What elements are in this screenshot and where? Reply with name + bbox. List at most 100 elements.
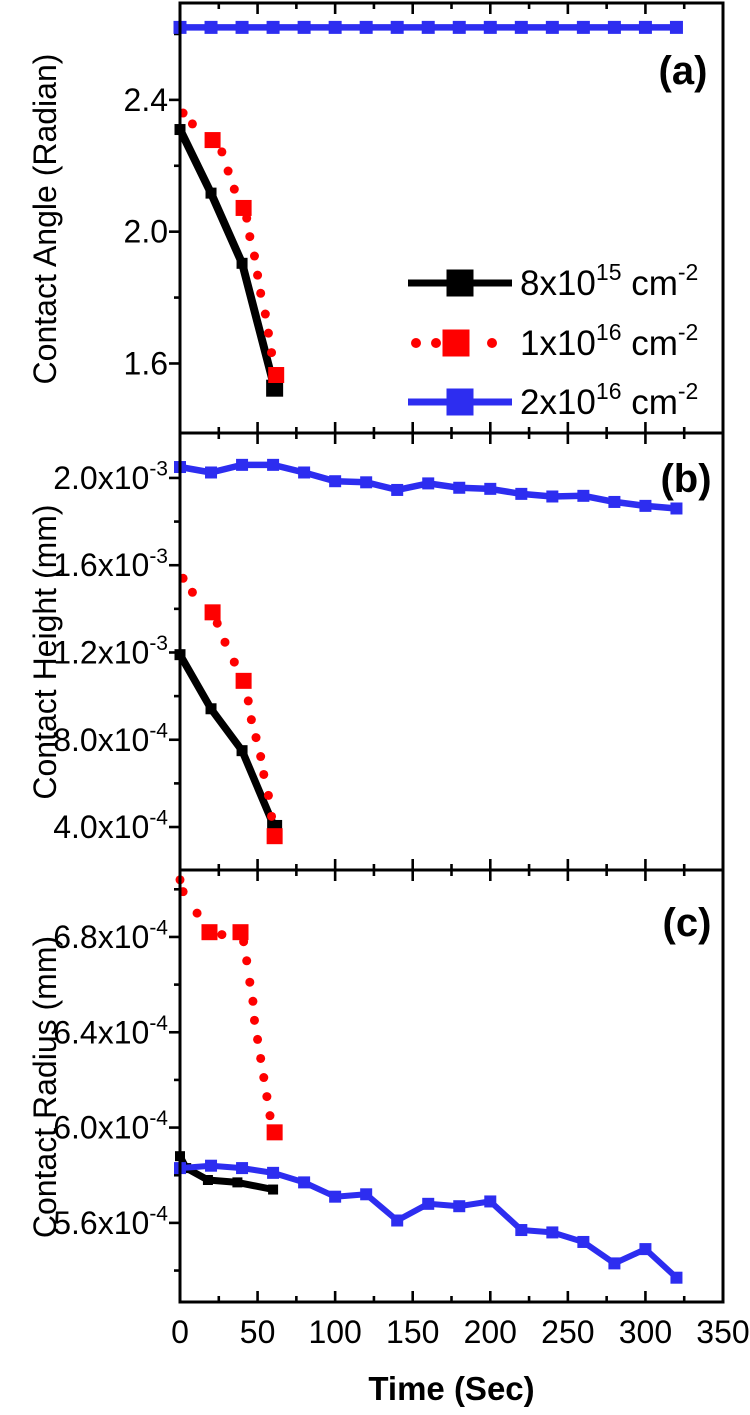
dot-marker	[245, 232, 255, 242]
square-marker	[268, 1184, 279, 1195]
dot-marker	[217, 930, 227, 940]
panel-b: 2.0x10-3 1.6x10-3 1.2x10-3 8.0x10-4 4.0x10-4…	[53, 431, 725, 872]
square-marker	[205, 466, 218, 479]
square-marker	[515, 487, 528, 500]
dot-marker	[263, 790, 273, 800]
legend-square-marker	[446, 269, 474, 297]
square-marker	[484, 482, 497, 495]
dot-marker	[223, 166, 233, 176]
dot-marker	[245, 977, 255, 987]
square-marker	[391, 483, 404, 496]
legend-label: 8x1015 cm-2	[520, 259, 698, 303]
square-marker	[205, 703, 217, 715]
panel-frame	[178, 1, 725, 435]
legend-label: 1x1016 cm-2	[520, 319, 698, 363]
series-a-2	[178, 108, 285, 384]
y-tick-label: 4.0x10-4	[53, 807, 168, 845]
legend: 8x1015 cm-2 1x1016 cm-2 2x1016 cm-2	[408, 259, 698, 422]
series-c-3	[174, 1159, 683, 1284]
legend-item-3: 2x1016 cm-2	[408, 378, 698, 422]
x-tick-label: 250	[541, 1314, 594, 1350]
panel-tag-b: (b)	[660, 457, 711, 501]
dot-marker	[239, 937, 249, 947]
square-marker	[577, 489, 590, 502]
square-marker	[421, 20, 435, 34]
dot-marker	[267, 811, 277, 821]
y-tick-label: 6.0x10-4	[53, 1107, 168, 1145]
square-marker	[236, 745, 248, 757]
dot-marker	[256, 1053, 266, 1063]
x-tick-label: 200	[464, 1314, 517, 1350]
square-marker	[514, 20, 528, 34]
y-axis-title-contact-height: Contact Height (mm)	[27, 504, 63, 800]
square-marker	[235, 672, 252, 689]
square-marker	[453, 481, 466, 494]
square-marker	[670, 1271, 683, 1284]
square-marker	[546, 490, 559, 503]
y-tick-label: 2.0x10-3	[53, 458, 168, 496]
dot-marker	[220, 637, 230, 647]
square-marker	[298, 466, 311, 479]
legend-item-1: 8x1015 cm-2	[408, 259, 698, 303]
dot-marker	[242, 213, 252, 223]
series-line	[176, 127, 279, 390]
square-marker	[576, 20, 590, 34]
dot-marker	[187, 119, 197, 129]
dot-marker	[243, 696, 253, 706]
square-marker	[204, 20, 218, 34]
square-marker	[545, 20, 559, 34]
y-axis-title-contact-radius: Contact Radius (mm)	[27, 935, 63, 1239]
dot-marker	[253, 270, 263, 280]
square-marker	[639, 1243, 652, 1256]
series-b-3	[174, 458, 683, 515]
dot-marker	[259, 769, 269, 779]
dot-marker	[260, 309, 270, 319]
square-marker	[202, 1175, 213, 1186]
x-axis-title: Time (Sec)	[368, 1370, 535, 1407]
series-a-1	[174, 124, 284, 397]
x-tick-label: 50	[240, 1314, 276, 1350]
square-marker	[422, 1197, 435, 1210]
legend-square-marker	[446, 388, 474, 416]
square-marker	[267, 1166, 280, 1179]
series-b-2	[178, 573, 283, 845]
dot-marker	[248, 996, 258, 1006]
square-marker	[515, 1224, 528, 1237]
square-marker	[638, 20, 652, 34]
square-marker	[236, 257, 248, 269]
dot-marker	[249, 1015, 259, 1025]
legend-dot-marker	[411, 338, 421, 348]
dot-marker	[263, 328, 273, 338]
square-marker	[577, 1235, 590, 1248]
legend-label: 2x1016 cm-2	[520, 378, 698, 422]
square-marker	[329, 475, 342, 488]
x-tick-label: 300	[619, 1314, 672, 1350]
panel-tag-a: (a)	[659, 49, 708, 93]
panel-tag-c: (c)	[663, 901, 712, 945]
y-tick-label: 8.0x10-4	[53, 719, 168, 757]
square-marker	[204, 604, 221, 621]
panel-a: 2.4 2.0 1.6 (a)	[124, 1, 725, 435]
dot-marker	[262, 1092, 272, 1102]
dot-marker	[192, 908, 202, 918]
y-tick-label: 1.2x10-3	[53, 632, 168, 670]
series-c-2	[175, 875, 283, 1141]
square-marker	[267, 458, 280, 471]
series-b-1	[174, 649, 283, 835]
square-marker	[204, 132, 221, 149]
dot-marker	[265, 1111, 275, 1121]
panel-frame	[178, 868, 725, 1304]
dot-marker	[267, 348, 277, 358]
dot-marker	[249, 251, 259, 261]
square-marker	[266, 20, 280, 34]
x-tick-label: 150	[386, 1314, 439, 1350]
square-marker	[205, 1159, 218, 1172]
square-marker	[669, 20, 683, 34]
square-marker	[360, 1188, 373, 1201]
dot-marker	[242, 956, 252, 966]
square-marker	[235, 20, 249, 34]
square-marker	[670, 502, 683, 515]
square-marker	[266, 1124, 283, 1141]
square-marker	[608, 1257, 621, 1270]
